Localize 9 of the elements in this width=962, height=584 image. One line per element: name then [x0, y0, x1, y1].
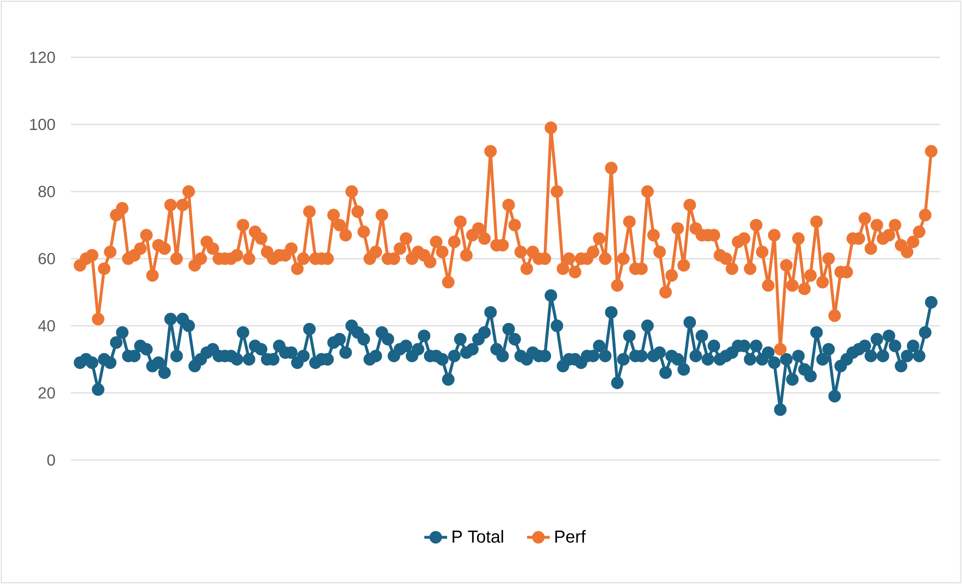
legend-label: Perf	[555, 530, 586, 543]
y-tick-label: 20	[38, 387, 55, 399]
y-tick-label: 0	[47, 454, 55, 466]
y-tick-label: 40	[38, 320, 55, 332]
y-tick-label: 120	[30, 52, 55, 63]
y-tick-label: 100	[30, 118, 55, 130]
y-tick-label: 60	[38, 252, 55, 264]
legend-label: P Total	[452, 530, 504, 543]
y-tick-label: 80	[38, 186, 55, 198]
